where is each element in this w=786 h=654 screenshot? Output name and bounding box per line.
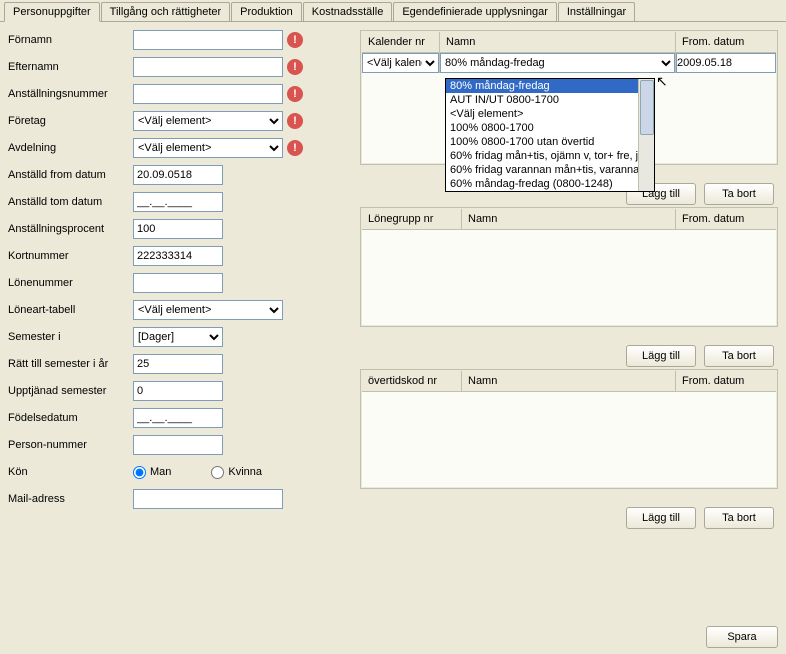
input-efternamn[interactable] [133, 57, 283, 77]
label-upptjanad: Upptjänad semester [8, 385, 133, 397]
label-efternamn: Efternamn [8, 61, 133, 73]
scroll-thumb[interactable] [640, 80, 654, 135]
label-fornamn: Förnamn [8, 34, 133, 46]
warn-icon: ! [287, 86, 303, 102]
input-upptjanad[interactable] [133, 381, 223, 401]
input-anst-procent[interactable] [133, 219, 223, 239]
select-avdelning[interactable]: <Välj element> [133, 138, 283, 158]
label-lonenummer: Lönenummer [8, 277, 133, 289]
input-ratt[interactable] [133, 354, 223, 374]
tab-bar: Personuppgifter Tillgång och rättigheter… [0, 0, 786, 22]
select-kalender-nr[interactable]: <Välj kalender> [362, 53, 439, 73]
select-foretag[interactable]: <Välj element> [133, 111, 283, 131]
dropdown-option[interactable]: AUT IN/UT 0800-1700 [446, 93, 654, 107]
radio-kvinna[interactable] [211, 466, 224, 479]
col-overtidskod-nr: övertidskod nr [362, 371, 462, 391]
col-lonegrupp-nr: Lönegrupp nr [362, 209, 462, 229]
radio-man-label: Man [150, 466, 171, 478]
label-kortnummer: Kortnummer [8, 250, 133, 262]
warn-icon: ! [287, 113, 303, 129]
tab-personuppgifter[interactable]: Personuppgifter [4, 2, 100, 22]
dropdown-option[interactable]: 80% måndag-fredag [446, 79, 654, 93]
dropdown-scrollbar[interactable] [638, 79, 654, 191]
label-kon: Kön [8, 466, 133, 478]
warn-icon: ! [287, 59, 303, 75]
label-loneart: Löneart-tabell [8, 304, 133, 316]
input-kortnummer[interactable] [133, 246, 223, 266]
label-anst-from: Anställd from datum [8, 169, 133, 181]
col-from-datum-2: From. datum [676, 209, 776, 229]
input-fornamn[interactable] [133, 30, 283, 50]
input-lonenummer[interactable] [133, 273, 223, 293]
label-fodelse: Födelsedatum [8, 412, 133, 424]
label-ratt: Rätt till semester i år [8, 358, 133, 370]
label-anstnr: Anställningsnummer [8, 88, 133, 100]
btn-ta-bort-3[interactable]: Ta bort [704, 507, 774, 529]
btn-lagg-till-3[interactable]: Lägg till [626, 507, 696, 529]
input-fodelse[interactable] [133, 408, 223, 428]
col-namn: Namn [440, 32, 676, 52]
panel-overtidskod: övertidskod nr Namn From. datum [360, 369, 778, 489]
label-mail: Mail-adress [8, 493, 133, 505]
select-loneart[interactable]: <Välj element> [133, 300, 283, 320]
radio-kvinna-label: Kvinna [228, 466, 262, 478]
col-namn-3: Namn [462, 371, 676, 391]
dropdown-option[interactable]: 100% 0800-1700 [446, 121, 654, 135]
dropdown-option[interactable]: 60% fridag mån+tis, ojämn v, tor+ fre, j… [446, 149, 654, 163]
btn-lagg-till-2[interactable]: Lägg till [626, 345, 696, 367]
tab-kostnadsstalle[interactable]: Kostnadsställe [303, 2, 393, 21]
label-foretag: Företag [8, 115, 133, 127]
col-from-datum: From. datum [676, 32, 776, 52]
input-personnr[interactable] [133, 435, 223, 455]
radio-man[interactable] [133, 466, 146, 479]
col-kalender-nr: Kalender nr [362, 32, 440, 52]
select-kalender-namn[interactable]: 80% måndag-fredag [440, 53, 675, 73]
label-avdelning: Avdelning [8, 142, 133, 154]
dropdown-kalender-namn[interactable]: 80% måndag-fredag AUT IN/UT 0800-1700 <V… [445, 78, 655, 192]
label-anst-procent: Anställningsprocent [8, 223, 133, 235]
btn-ta-bort-2[interactable]: Ta bort [704, 345, 774, 367]
dropdown-option[interactable]: 60% måndag-fredag (0800-1248) [446, 177, 654, 191]
label-anst-tom: Anställd tom datum [8, 196, 133, 208]
input-mail[interactable] [133, 489, 283, 509]
select-semester[interactable]: [Dager] [133, 327, 223, 347]
label-personnr: Person-nummer [8, 439, 133, 451]
dropdown-option[interactable]: <Välj element> [446, 107, 654, 121]
tab-installningar[interactable]: Inställningar [558, 2, 635, 21]
input-anst-from[interactable] [133, 165, 223, 185]
input-kalender-from[interactable] [676, 53, 776, 73]
input-anstnr[interactable] [133, 84, 283, 104]
warn-icon: ! [287, 140, 303, 156]
panel-lonegrupp: Lönegrupp nr Namn From. datum [360, 207, 778, 327]
warn-icon: ! [287, 32, 303, 48]
form-left: Förnamn ! Efternamn ! Anställningsnummer… [8, 30, 348, 531]
btn-ta-bort-1[interactable]: Ta bort [704, 183, 774, 205]
tab-produktion[interactable]: Produktion [231, 2, 302, 21]
input-anst-tom[interactable] [133, 192, 223, 212]
col-from-datum-3: From. datum [676, 371, 776, 391]
dropdown-option[interactable]: 60% fridag varannan mån+tis, varannan to [446, 163, 654, 177]
tab-tillgang[interactable]: Tillgång och rättigheter [101, 2, 231, 21]
tab-egendefinierade[interactable]: Egendefinierade upplysningar [393, 2, 557, 21]
btn-spara[interactable]: Spara [706, 626, 778, 648]
dropdown-option[interactable]: 100% 0800-1700 utan övertid [446, 135, 654, 149]
col-namn-2: Namn [462, 209, 676, 229]
label-semester: Semester i [8, 331, 133, 343]
